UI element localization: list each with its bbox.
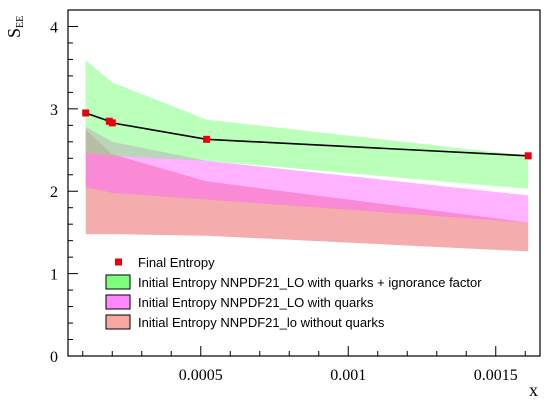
band-1 xyxy=(85,129,529,252)
y-axis-ticks: 0 1 2 3 4 xyxy=(50,9,78,366)
x-axis-ticks: 0.0005 0.001 0.0015 xyxy=(82,346,526,384)
x-tick-label: 0.001 xyxy=(330,367,366,384)
y-axis-label-main: S xyxy=(4,28,24,38)
series-point xyxy=(82,109,90,117)
y-tick-label: 4 xyxy=(50,19,58,36)
y-tick-label: 0 xyxy=(50,349,58,366)
x-axis-label: x xyxy=(529,380,538,400)
series-point xyxy=(203,135,211,143)
legend-label: Initial Entropy NNPDF21_LO with quarks xyxy=(138,295,374,310)
legend-label: Initial Entropy NNPDF21_lo without quark… xyxy=(138,315,385,330)
band-2 xyxy=(85,127,529,223)
band-3 xyxy=(85,60,529,189)
legend-swatch xyxy=(105,274,131,290)
legend-swatch xyxy=(105,294,131,310)
y-tick-label: 1 xyxy=(50,267,58,284)
y-tick-label: 3 xyxy=(50,102,58,119)
legend: Final Entropy Initial Entropy NNPDF21_LO … xyxy=(105,255,482,330)
series-point xyxy=(524,152,532,160)
legend-swatch xyxy=(105,314,131,330)
uncertainty-bands xyxy=(85,60,529,252)
legend-label: Initial Entropy NNPDF21_LO with quarks +… xyxy=(138,275,482,290)
y-tick-label: 2 xyxy=(50,184,58,201)
series-point xyxy=(108,119,116,127)
y-axis-label: SEE xyxy=(4,16,26,38)
legend-label: Final Entropy xyxy=(138,255,215,270)
y-axis-label-subscript: EE xyxy=(15,16,26,28)
x-tick-label: 0.0005 xyxy=(179,367,223,384)
plot-frame xyxy=(67,9,541,357)
legend-marker xyxy=(115,258,122,266)
x-tick-label: 0.0015 xyxy=(474,367,518,384)
series-markers xyxy=(82,109,532,160)
